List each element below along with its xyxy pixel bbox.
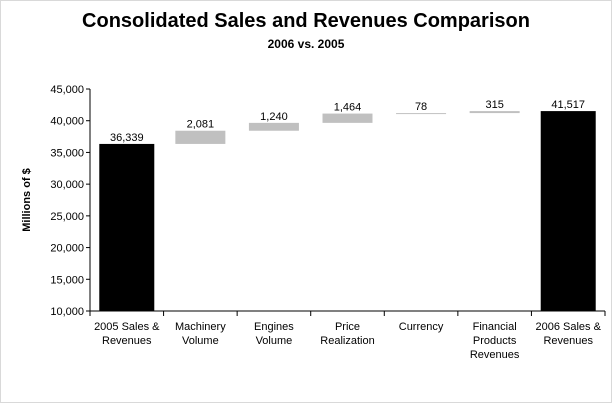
change-bar — [175, 130, 226, 144]
data-label: 315 — [485, 99, 503, 111]
data-label: 41,517 — [551, 99, 585, 111]
y-axis-title: Millions of $ — [21, 168, 33, 232]
y-tick-label: 35,000 — [50, 147, 84, 159]
data-label: 1,240 — [260, 111, 288, 123]
data-label: 36,339 — [110, 132, 144, 144]
change-bar — [469, 111, 520, 114]
data-label: 2,081 — [187, 119, 215, 131]
y-tick-label: 40,000 — [50, 116, 84, 128]
change-bar — [322, 113, 373, 123]
y-tick-label: 25,000 — [50, 211, 84, 223]
plot-area: 10,000 15,000 20,000 25,000 30,000 35,000 40,0… — [21, 84, 606, 361]
x-tick-label: Machinery — [175, 321, 226, 333]
total-bar — [540, 111, 596, 312]
data-label: 1,464 — [334, 102, 362, 114]
y-tick-label: 10,000 — [50, 306, 84, 318]
y-tick-label: 20,000 — [50, 243, 84, 255]
x-tick-label: Volume — [182, 335, 219, 347]
x-tick-label: Realization — [320, 335, 374, 347]
x-tick-label: Price — [335, 321, 360, 333]
x-tick-label: Revenues — [102, 335, 152, 347]
chart-subtitle: 2006 vs. 2005 — [267, 37, 345, 51]
chart-title: Consolidated Sales and Revenues Comparis… — [82, 10, 530, 32]
y-tick-label: 45,000 — [50, 84, 84, 96]
data-label: 78 — [415, 101, 427, 113]
x-tick-label: 2006 Sales & — [535, 321, 601, 333]
x-tick-label: Revenues — [543, 335, 593, 347]
x-tick-label: Financial — [473, 321, 517, 333]
x-tick-label: Engines — [254, 321, 294, 333]
y-tick-label: 30,000 — [50, 179, 84, 191]
total-bar — [99, 143, 155, 311]
y-tick-label: 15,000 — [50, 274, 84, 286]
x-tick-label: Products — [473, 335, 517, 347]
change-bar — [248, 122, 299, 131]
change-bar — [396, 113, 447, 115]
x-tick-label: Volume — [256, 335, 293, 347]
x-tick-label: 2005 Sales & — [94, 321, 160, 333]
x-tick-label: Currency — [399, 321, 444, 333]
x-tick-label: Revenues — [470, 349, 520, 361]
